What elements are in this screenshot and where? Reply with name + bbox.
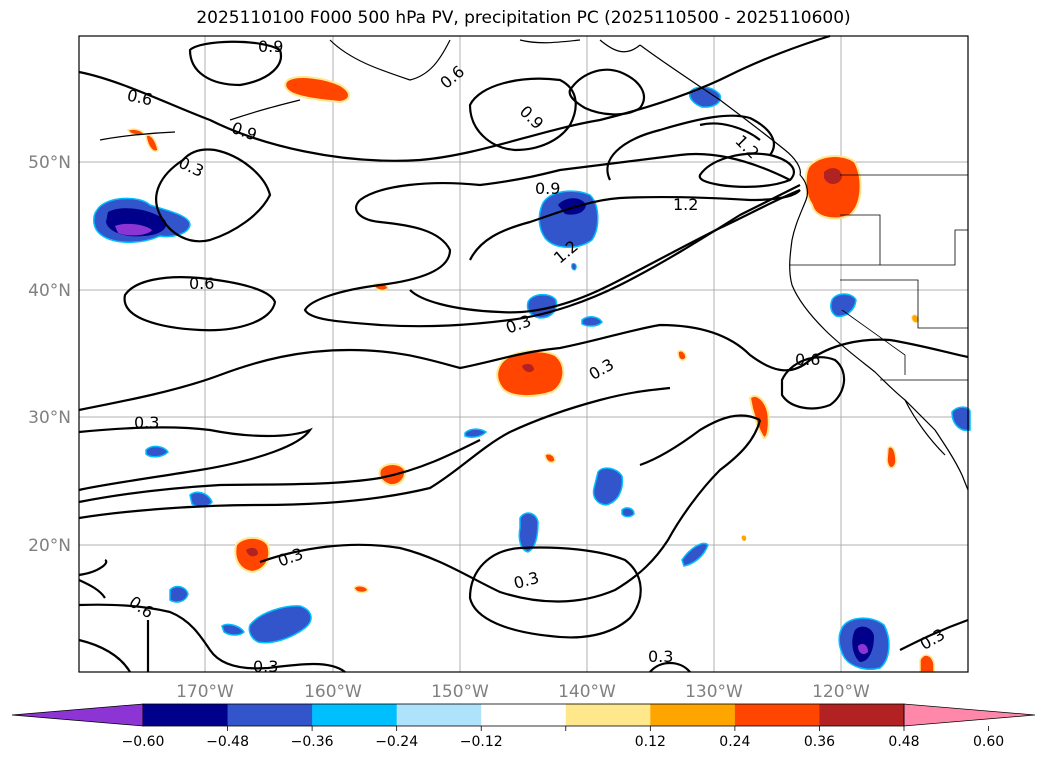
colorbar-tick-label: 0.36 bbox=[804, 734, 835, 750]
contour-label: 0.9 bbox=[516, 102, 547, 133]
colorbar-tick-label: −0.12 bbox=[460, 734, 503, 750]
contour-label: 0.6 bbox=[436, 62, 468, 93]
colorbar-extend-low bbox=[11, 703, 144, 727]
colorbar-segment bbox=[565, 704, 651, 726]
precip-blob bbox=[911, 314, 919, 323]
precip-blob bbox=[748, 394, 770, 440]
colorbar-tick-label: −0.24 bbox=[375, 734, 418, 750]
precip-blob bbox=[858, 644, 868, 654]
colorbar-tick-label: 0.12 bbox=[635, 734, 666, 750]
lat-label: 30°N bbox=[28, 408, 71, 428]
latitude-labels: 50°N 40°N 30°N 20°N bbox=[28, 153, 71, 556]
colorbar-segment bbox=[312, 704, 398, 726]
colorbar-ticks: −0.60 −0.48 −0.36 −0.24 −0.12 0.12 0.24 0.36 0.4… bbox=[122, 726, 1004, 750]
precip-blob bbox=[169, 585, 189, 603]
precip-blob bbox=[353, 585, 369, 594]
contour-label: 0.3 bbox=[253, 657, 278, 676]
lon-label: 120°W bbox=[812, 682, 870, 702]
colorbar-tick-label: 0.24 bbox=[719, 734, 750, 750]
contour-label: 0.3 bbox=[275, 544, 305, 571]
precip-blob bbox=[592, 467, 624, 506]
precip-blob bbox=[951, 406, 971, 432]
precipitation-shading bbox=[93, 76, 971, 673]
precip-blob bbox=[804, 155, 862, 220]
contour-label: 0.3 bbox=[134, 413, 159, 432]
colorbar-segment bbox=[143, 704, 229, 726]
contour-label: 0.3 bbox=[648, 647, 673, 666]
contour-label: 1.2 bbox=[731, 131, 762, 162]
political-borders bbox=[790, 174, 968, 381]
precip-blob bbox=[919, 654, 935, 673]
contour-label: 1.2 bbox=[673, 195, 698, 214]
coastlines bbox=[99, 39, 969, 491]
precip-blob bbox=[681, 542, 709, 567]
lon-label: 140°W bbox=[558, 682, 616, 702]
lon-label: 130°W bbox=[685, 682, 743, 702]
colorbar-segment bbox=[819, 704, 905, 726]
lat-label: 40°N bbox=[28, 281, 71, 301]
precip-blob bbox=[464, 428, 488, 438]
precip-blob bbox=[145, 445, 169, 458]
contour-label: 0.9 bbox=[229, 118, 259, 145]
colorbar-frame bbox=[142, 703, 905, 727]
precip-blob bbox=[518, 512, 539, 553]
colorbar-segment bbox=[734, 704, 820, 726]
precip-blob bbox=[824, 168, 842, 184]
precip-blob bbox=[145, 134, 159, 152]
precip-blob bbox=[189, 491, 213, 508]
lon-label: 170°W bbox=[176, 682, 234, 702]
lat-label: 20°N bbox=[28, 536, 71, 556]
contour-label: 0.6 bbox=[189, 274, 214, 293]
map-title: 2025110100 F000 500 hPa PV, precipitatio… bbox=[196, 8, 851, 28]
contour-label: 0.9 bbox=[258, 37, 283, 56]
colorbar-tick-label: 0.48 bbox=[888, 734, 919, 750]
precip-blob bbox=[677, 350, 687, 361]
precip-blob bbox=[830, 293, 857, 318]
colorbar-tick-label: 0.60 bbox=[973, 734, 1004, 750]
colorbar-tick-label: −0.60 bbox=[122, 734, 165, 750]
colorbar-tick-label: −0.36 bbox=[291, 734, 334, 750]
precip-blob bbox=[741, 535, 747, 541]
contour-label: 0.9 bbox=[535, 179, 560, 198]
contour-label: 0.3 bbox=[176, 153, 207, 181]
contour-label: 0.3 bbox=[512, 568, 542, 593]
precip-blob bbox=[522, 363, 534, 373]
colorbar-segment bbox=[481, 704, 567, 726]
colorbar-segment bbox=[396, 704, 482, 726]
lon-label: 150°W bbox=[431, 682, 489, 702]
contour-label: 0.6 bbox=[126, 592, 158, 622]
pv-contours bbox=[78, 34, 969, 673]
colorbar-extend-high bbox=[903, 703, 1036, 727]
colorbar-tick-label: −0.48 bbox=[206, 734, 249, 750]
longitude-labels: 170°W 160°W 150°W 140°W 130°W 120°W bbox=[176, 682, 870, 702]
precip-blob bbox=[246, 547, 258, 557]
lat-label: 50°N bbox=[28, 153, 71, 173]
precip-blob bbox=[248, 605, 312, 644]
contour-label: 0.3 bbox=[586, 355, 618, 384]
contour-label: 0.3 bbox=[503, 311, 533, 338]
contour-label: 0.6 bbox=[125, 86, 154, 110]
precip-blob bbox=[581, 316, 603, 327]
precip-blob bbox=[115, 223, 152, 236]
colorbar bbox=[11, 703, 1036, 727]
precip-blob bbox=[284, 76, 350, 104]
precip-blob bbox=[571, 263, 577, 271]
colorbar-segment bbox=[227, 704, 313, 726]
map-frame bbox=[78, 35, 969, 673]
precip-blob bbox=[886, 446, 897, 469]
precip-blob bbox=[544, 453, 556, 464]
contour-label: 0.6 bbox=[795, 350, 820, 369]
lon-label: 160°W bbox=[304, 682, 362, 702]
precip-blob bbox=[621, 507, 635, 518]
precip-blob bbox=[221, 623, 245, 636]
colorbar-segment bbox=[650, 704, 736, 726]
